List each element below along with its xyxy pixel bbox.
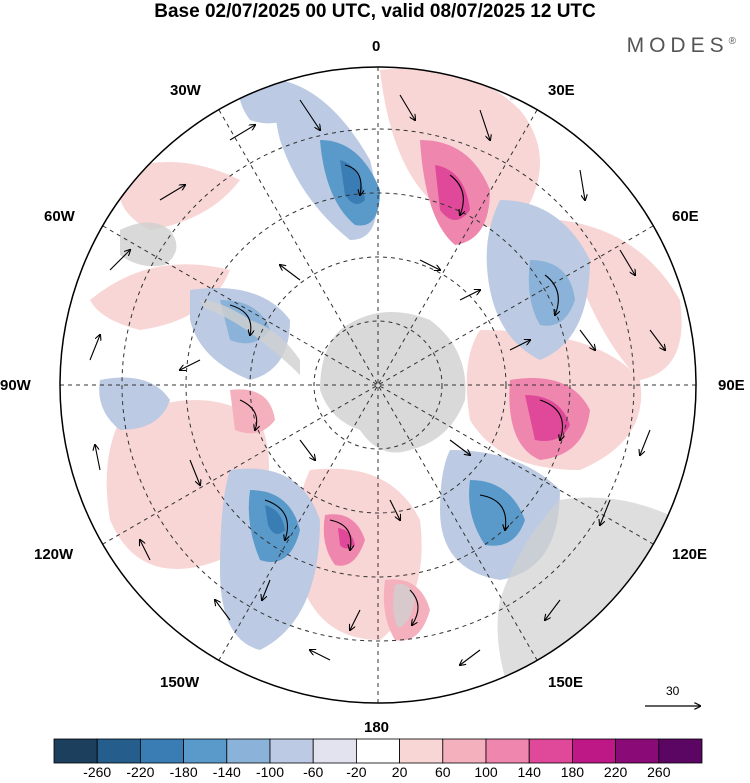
colorbar-tick-label: 140 [517,764,541,780]
colorbar-tick-label: -20 [346,764,367,780]
colorbar-swatch [658,738,703,764]
brand-text: MODES [626,34,729,57]
colorbar-swatch [269,738,314,764]
colorbar-swatch [528,738,573,764]
colorbar-swatch [139,738,184,764]
colorbar-tick-label: -220 [126,764,155,780]
colorbar [53,738,703,764]
colorbar-tick-label: -180 [169,764,198,780]
wind-vectors [89,94,665,665]
meridians [60,67,696,703]
colorbar-swatch [355,738,400,764]
lon-label-30e: 30E [548,82,575,99]
lon-label-0: 0 [372,38,381,55]
lon-label-120e: 120E [672,546,708,563]
reference-vector-label: 30 [666,684,680,698]
colorbar-tick-label: -260 [83,764,112,780]
lon-label-90e: 90E [718,377,745,394]
colorbar-tick-label: 20 [391,764,408,780]
field-layer [60,67,696,703]
colorbar-swatch [96,738,141,764]
modes-logo: MODES® [627,34,736,58]
colorbar-tick-label: 220 [603,764,628,780]
colorbar-swatch [572,738,617,764]
colorbar-swatch [485,738,530,764]
lon-label-60e: 60E [672,208,699,225]
colorbar-tick-label: 180 [560,764,585,780]
lon-label-120w: 120W [34,546,74,563]
colorbar-swatch [399,738,444,764]
lon-label-90w: 90W [0,377,31,394]
colorbar-tick-label: 60 [435,764,451,780]
lon-label-180: 180 [364,719,390,736]
map-title: Base 02/07/2025 00 UTC, valid 08/07/2025… [154,1,596,22]
latitude-circles [121,128,635,642]
map-boundary [59,66,697,704]
colorbar-swatch [312,738,357,764]
colorbar-tick-label: -60 [303,764,324,780]
colorbar-tick-label: -140 [212,764,241,780]
colorbar-swatch [615,738,660,764]
registered-mark: ® [728,36,736,47]
colorbar-swatch [53,738,98,764]
colorbar-tick-label: -100 [255,764,285,780]
lon-label-60w: 60W [44,208,75,225]
lon-label-150e: 150E [548,674,584,691]
colorbar-swatch [226,738,271,764]
colorbar-tick-label: 100 [474,764,498,780]
colorbar-swatch [183,738,228,764]
colorbar-swatch [442,738,487,764]
lon-label-30w: 30W [170,82,201,99]
colorbar-tick-label: 260 [647,764,671,780]
lon-label-150w: 150W [160,674,200,691]
